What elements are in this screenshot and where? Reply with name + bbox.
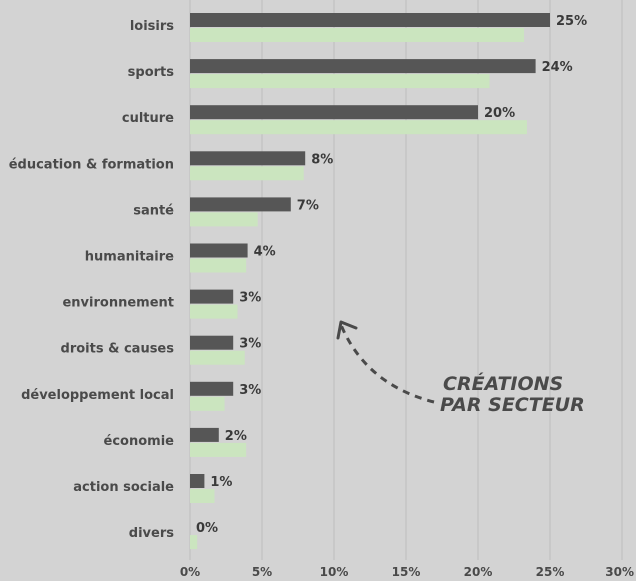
category-label: environnement [62,296,174,311]
value-label: 0% [196,521,218,536]
bar-secondary [190,489,215,503]
bar-secondary [190,258,247,273]
bar-secondary [190,396,225,411]
bar-secondary [190,535,198,550]
bar-secondary [190,28,525,42]
value-label: 8% [311,152,333,167]
value-label: 2% [225,429,247,444]
category-label: culture [122,111,174,126]
x-tick-label: 10% [320,565,349,577]
value-label: 3% [239,337,261,352]
x-tick-label: 0% [180,565,200,577]
bar-primary [190,243,248,258]
bar-secondary [190,350,245,365]
category-label: action sociale [73,480,174,495]
bar-primary [190,335,234,350]
bar-secondary [190,120,527,135]
category-label: humanitaire [85,250,174,265]
category-label: loisirs [130,19,174,34]
bar-secondary [190,304,238,319]
category-label: éducation & formation [9,157,174,172]
annotation-arrow [339,324,435,404]
value-label: 24% [542,60,573,75]
value-label: 1% [210,475,232,490]
annotation-group: CRÉATIONS PAR SECTEUR [336,320,585,416]
x-tick-label: 20% [464,565,493,577]
labels-group: loisirs 25% sports 24% culture 20% éducation &… [9,14,587,541]
x-tick-label: 5% [252,565,272,577]
category-label: santé [133,203,174,218]
x-tick-labels: 0% 5% 10% 15% 20% 25% 30% [180,565,634,579]
bar-primary [190,13,550,27]
bar-secondary [190,166,304,181]
value-label: 4% [254,245,276,260]
annotation-line-1: CRÉATIONS [443,372,563,395]
x-tick-label: 30% [605,565,634,577]
bar-primary [190,59,536,74]
bar-secondary [190,74,490,89]
value-label: 25% [556,14,587,29]
annotation-arrowhead [336,320,358,340]
value-label: 20% [484,106,515,121]
value-label: 7% [297,198,319,213]
category-label: développement local [21,388,174,403]
bar-primary [190,151,306,166]
bar-primary [190,381,234,396]
bar-primary [190,289,234,304]
bar-secondary [190,212,258,227]
x-tick-label: 15% [392,565,421,577]
category-label: économie [104,434,175,449]
bar-primary [190,427,219,442]
value-label: 3% [239,291,261,306]
bar-primary [190,197,291,212]
bars-group [190,13,550,550]
value-label: 3% [239,383,261,398]
bar-primary [190,105,478,120]
gridlines [189,0,623,560]
x-tick-label: 25% [536,565,565,577]
category-label: divers [129,526,174,541]
bar-primary [190,474,205,488]
annotation-line-2: PAR SECTEUR [440,394,585,416]
category-label: sports [128,65,175,80]
bar-secondary [190,442,247,457]
category-label: droits & causes [61,342,175,357]
